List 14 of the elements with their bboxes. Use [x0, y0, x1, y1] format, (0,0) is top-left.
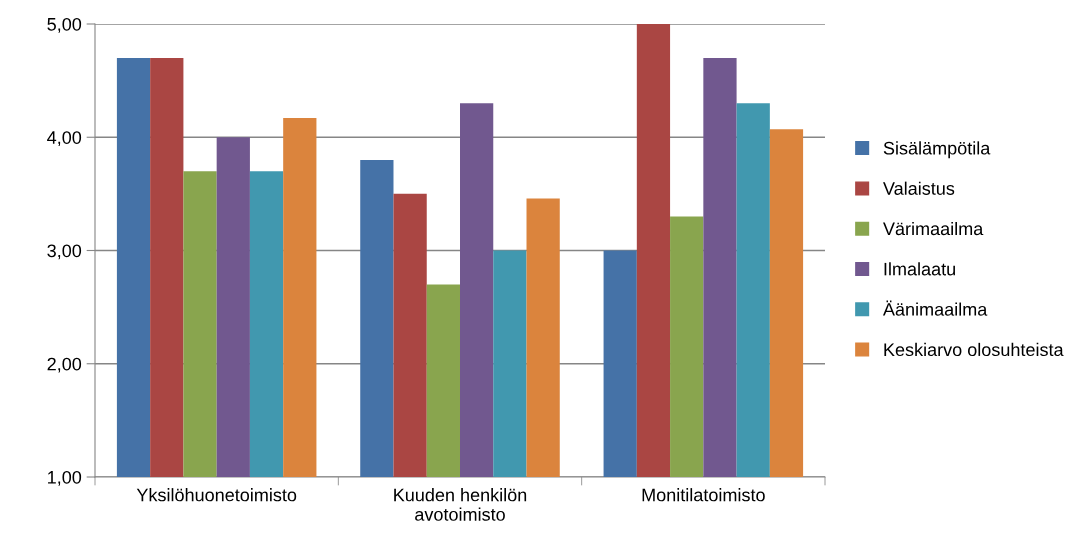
y-tick-label: 1,00	[48, 470, 82, 486]
y-tick-label: 2,00	[47, 357, 82, 373]
legend-label: Sisälämpötila	[883, 141, 991, 159]
legend-label: Keskiarvo olosuhteista	[884, 342, 1064, 357]
legend-label: Äänimaailma	[882, 300, 988, 316]
x-tick-label: Yksilöhuonetoimisto	[136, 488, 297, 502]
y-tick-label: 3,00	[47, 244, 82, 260]
y-tick-label: 5,00	[47, 17, 82, 33]
y-tick-label: 4,00	[47, 131, 82, 147]
legend-label: Valaistus	[883, 181, 955, 195]
legend-label: Ilmalaatu	[884, 262, 955, 276]
x-tick-label: Kuuden henkilön avotoimisto	[394, 488, 527, 521]
x-tick-label: Monitilatoimisto	[642, 488, 765, 502]
legend-label: Värimaailma	[883, 221, 984, 236]
